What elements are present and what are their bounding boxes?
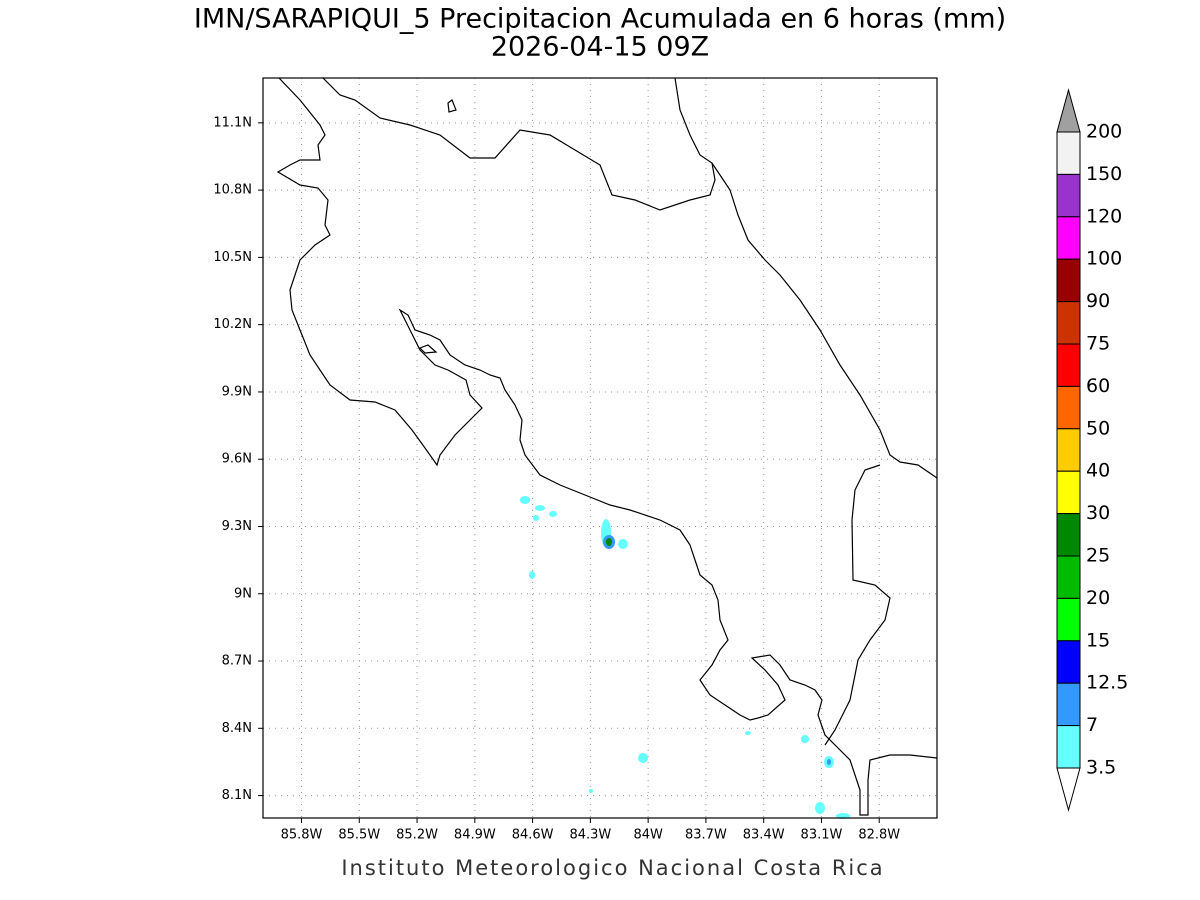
plot-frame: [262, 77, 938, 819]
grid: 85.8W 85.5W 85.2W 84.9W 84.6W 84.3W 84W 83.7W 83…: [213, 78, 937, 843]
nicaragua-lake-shore: [322, 78, 716, 211]
footer: Instituto Meteorologico Nacional Costa R…: [341, 856, 884, 880]
colorbar-under: [1056, 767, 1081, 812]
colorbar-label: 15: [1086, 629, 1110, 651]
colorbar-label: 25: [1086, 545, 1110, 567]
colorbar-bin: [1056, 513, 1081, 557]
colorbar-bin: [1056, 640, 1081, 684]
colorbar-bin: [1056, 725, 1081, 769]
y-tick-label: 10.5N: [213, 250, 252, 265]
y-tick-label: 11.1N: [213, 115, 252, 130]
colorbar-bin: [1056, 428, 1081, 472]
precip-area: [638, 753, 648, 763]
precip-area: [801, 735, 809, 743]
colorbar-bin: [1056, 555, 1081, 599]
colorbar-bin: [1056, 301, 1081, 345]
plot-area: 85.8W 85.5W 85.2W 84.9W 84.6W 84.3W 84W 83.7W 83…: [213, 77, 938, 843]
colorbar-label: 75: [1086, 333, 1110, 355]
panama-border: [824, 464, 891, 746]
precip-area: [589, 789, 593, 793]
colorbar-label: 200: [1086, 121, 1122, 143]
island: [447, 99, 457, 113]
colorbar-label: 20: [1086, 587, 1110, 609]
colorbar-label: 120: [1086, 205, 1122, 227]
x-tick-label: 82.8W: [858, 828, 900, 843]
precip-area: [606, 538, 612, 546]
colorbar-label: 60: [1086, 375, 1110, 397]
colorbar-bin: [1056, 131, 1081, 175]
x-tick-label: 83.7W: [685, 828, 727, 843]
colorbar-over: [1056, 88, 1081, 133]
colorbar-bin: [1056, 258, 1081, 303]
x-tick-label: 83.1W: [801, 828, 843, 843]
colorbar-label: 150: [1086, 163, 1122, 185]
y-tick-label: 8.7N: [222, 654, 252, 669]
y-tick-label: 9N: [234, 586, 252, 601]
precipitation: [520, 496, 850, 819]
coastlines: [276, 78, 937, 816]
x-tick-label: 85.8W: [281, 828, 323, 843]
y-tick-label: 9.6N: [222, 452, 252, 467]
caribbean-coast: [674, 78, 937, 479]
y-tick-label: 10.2N: [213, 317, 252, 332]
precip-area: [745, 731, 751, 735]
precip-area: [827, 759, 831, 765]
colorbar-label: 40: [1086, 460, 1110, 482]
colorbar-bin: [1056, 216, 1081, 260]
x-tick-label: 84W: [633, 828, 663, 843]
colorbar-bin: [1056, 597, 1081, 642]
y-tick-label: 8.1N: [222, 788, 252, 803]
y-tick-label: 9.9N: [222, 384, 252, 399]
island: [418, 344, 438, 354]
x-tick-label: 83.4W: [743, 828, 785, 843]
colorbar-bin: [1056, 385, 1081, 430]
subtitle: 2026-04-15 09Z: [491, 32, 709, 63]
precip-area: [529, 571, 535, 579]
y-tick-label: 9.3N: [222, 519, 252, 534]
colorbar-label: 100: [1086, 248, 1122, 270]
y-tick-label: 8.4N: [222, 721, 252, 736]
precip-area: [815, 802, 825, 814]
colorbar-label: 30: [1086, 502, 1110, 524]
precip-area: [618, 539, 628, 549]
x-tick-label: 85.2W: [396, 828, 438, 843]
colorbar-bin: [1056, 682, 1081, 727]
pacific-coast: [276, 78, 937, 816]
colorbar-bin: [1056, 173, 1081, 218]
x-tick-label: 85.5W: [338, 828, 380, 843]
x-tick-label: 84.9W: [454, 828, 496, 843]
colorbar-label: 12.5: [1086, 672, 1128, 694]
precip-area: [535, 505, 545, 511]
precip-area: [533, 515, 539, 521]
precip-area: [549, 511, 557, 517]
colorbar: 200 150 120 100 90 75 60 50 40 30 25 20 15 12.5 7 3.5: [1056, 88, 1128, 812]
colorbar-label: 3.5: [1086, 757, 1116, 779]
title: IMN/SARAPIQUI_5 Precipitacion Acumulada …: [194, 4, 1006, 35]
colorbar-bin: [1056, 470, 1081, 515]
colorbar-label: 50: [1086, 417, 1110, 439]
colorbar-label: 90: [1086, 290, 1110, 312]
colorbar-bin: [1056, 343, 1081, 387]
colorbar-label: 7: [1086, 714, 1098, 736]
y-tick-label: 10.8N: [213, 183, 252, 198]
x-tick-label: 84.6W: [512, 828, 554, 843]
x-tick-label: 84.3W: [569, 828, 611, 843]
precip-area: [520, 496, 530, 504]
